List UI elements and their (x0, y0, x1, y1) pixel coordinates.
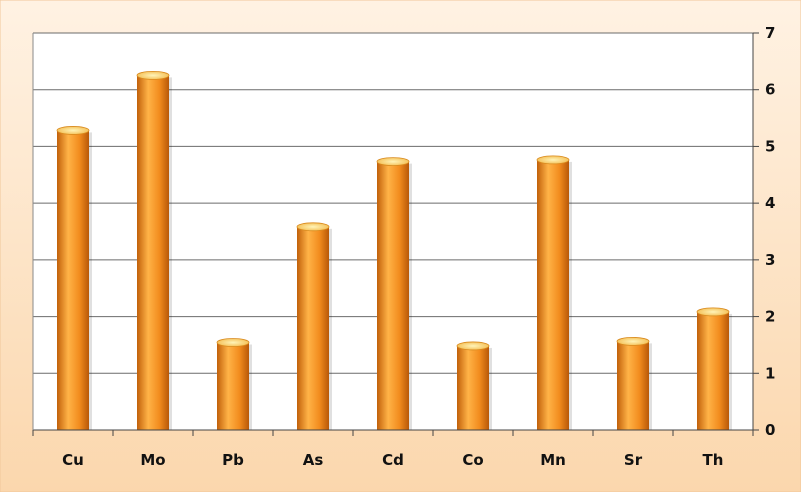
x-tick-label: Th (703, 451, 724, 469)
bar-cap (536, 155, 570, 165)
x-tick-label: As (303, 451, 324, 469)
bar-Cu (57, 129, 89, 430)
bars (56, 71, 732, 431)
bar-cap (376, 157, 410, 167)
bar-Th (697, 310, 729, 430)
bar-cap (216, 338, 250, 347)
y-tick-label: 4 (765, 194, 775, 212)
x-tick-label: Co (462, 451, 483, 469)
x-tick-label: Pb (222, 451, 244, 469)
y-tick-label: 6 (765, 81, 775, 99)
y-tick-label: 5 (765, 137, 775, 155)
bar-Co (457, 344, 489, 430)
axes: 0 1 2 3 4 5 6 7 Cu Mo Pb As Cd Co Mn Sr Th (32, 24, 775, 469)
bar-cap (56, 126, 90, 135)
bar-cap (616, 336, 650, 346)
x-tick-label: Cd (382, 451, 404, 469)
y-tick-label: 0 (765, 421, 775, 439)
bar-cap (696, 307, 730, 317)
x-tick-label: Mn (540, 451, 566, 469)
bar-Mo (137, 74, 169, 430)
bar-Mn (537, 158, 569, 431)
y-tick-label: 1 (765, 364, 775, 382)
y-tick-label: 3 (765, 251, 775, 269)
bar-cap (456, 341, 490, 351)
x-tick-label: Mo (140, 451, 165, 469)
x-tick-label: Sr (624, 451, 643, 469)
bar-cap (136, 71, 170, 80)
y-tick-label: 7 (765, 24, 775, 42)
bar-As (297, 225, 329, 430)
y-tick-label: 2 (765, 308, 775, 326)
bar-Pb (217, 341, 249, 430)
bar-Sr (617, 340, 649, 430)
x-tick-label: Cu (62, 451, 84, 469)
bar-cap (296, 222, 330, 232)
bar-Cd (377, 160, 409, 430)
